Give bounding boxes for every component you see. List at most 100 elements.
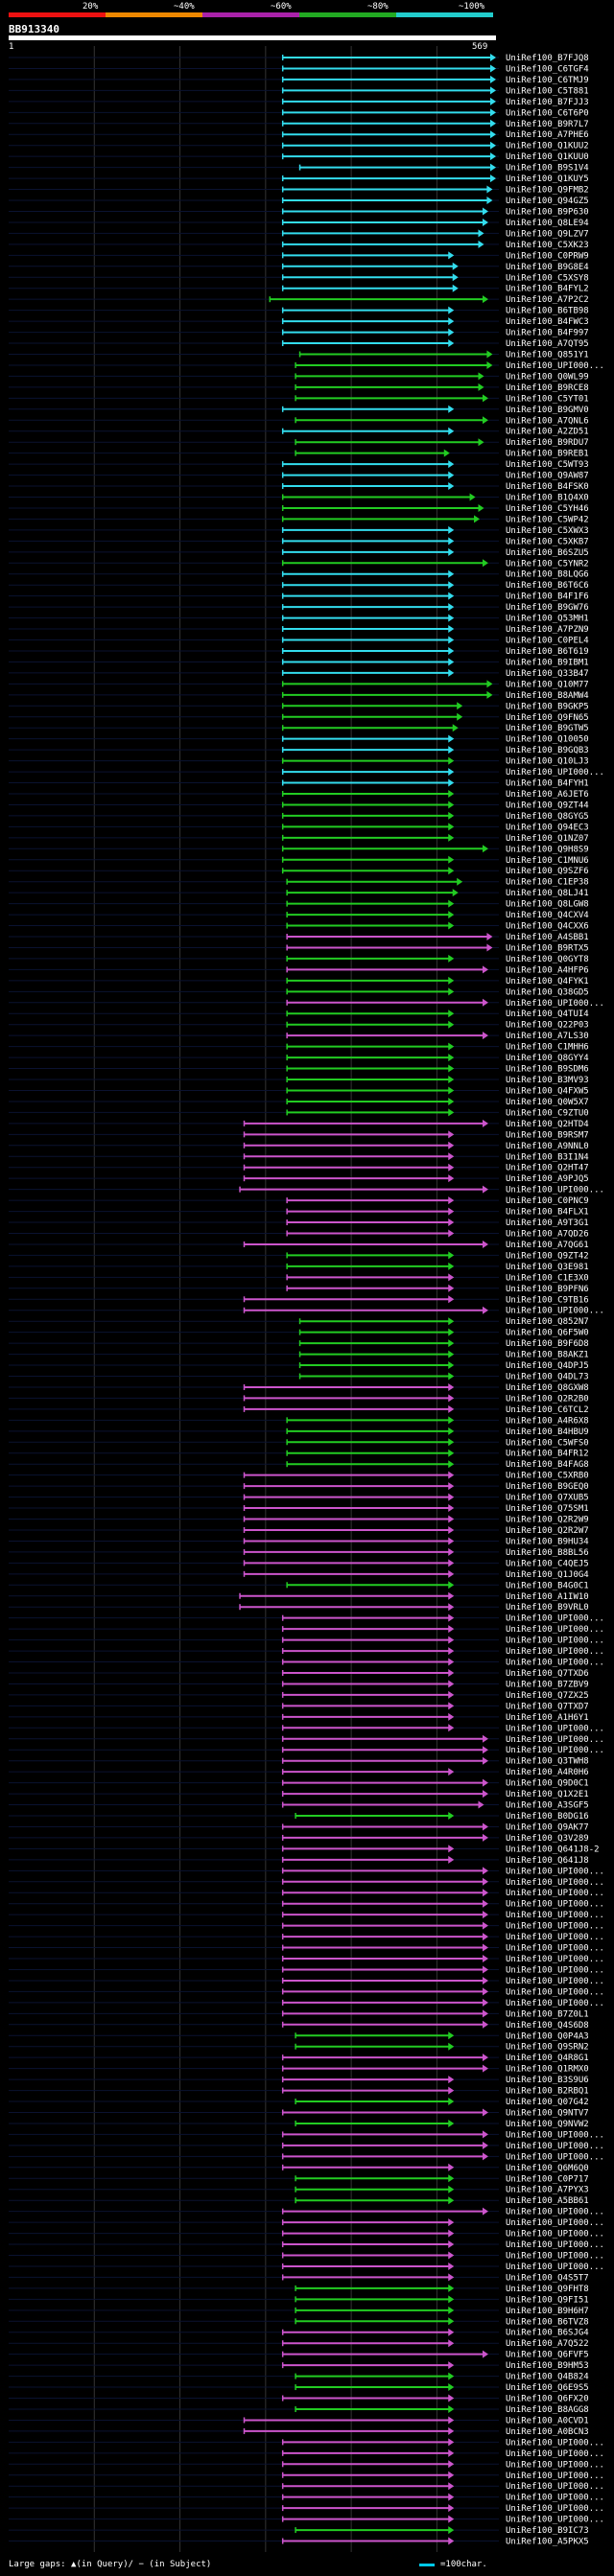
alignment-arrow [482,1822,488,1831]
alignment-arrow [448,2426,455,2435]
alignment-arrow [448,1273,455,1282]
alignment-arrow [448,987,455,996]
alignment-arrow [457,877,463,886]
hit-label: UniRef100_UPI000... [506,2142,604,2151]
query-start-label: 1 [9,42,14,52]
hit-label: UniRef100_Q9NTV7 [506,2108,589,2118]
alignment-arrow [448,668,455,677]
hit-label: UniRef100_Q7XUB5 [506,1494,589,1503]
alignment-arrow [482,2130,488,2139]
hit-label: UniRef100_C5WT93 [506,460,589,470]
alignment-arrow [490,108,496,117]
hit-label: UniRef100_Q3TWH8 [506,1757,589,1767]
legend-label-1: ~40% [174,2,195,12]
footer-legend: Large gaps: ▲(in Query)/ − (in Subject) [9,2560,212,2569]
alignment-arrow [448,427,455,435]
hit-label: UniRef100_UPI000... [506,2449,604,2459]
alignment-arrow [448,2086,455,2095]
alignment-arrow [448,1152,455,1161]
alignment-arrow [448,1251,455,1260]
alignment-arrow [486,350,493,359]
hit-label: UniRef100_Q33B47 [506,669,589,679]
hit-label: UniRef100_UPI000... [506,1999,604,2008]
alignment-arrow [482,1833,488,1842]
alignment-arrow [448,1855,455,1864]
alignment-arrow [448,2493,455,2501]
hit-label: UniRef100_B4FYL2 [506,285,589,294]
alignment-arrow [448,768,455,777]
alignment-arrow [478,240,484,248]
hit-label: UniRef100_Q4FYK1 [506,977,589,986]
hit-label: UniRef100_Q38GD5 [506,987,589,997]
alignment-arrow [448,1768,455,1776]
alignment-arrow [448,2306,455,2314]
hit-label: UniRef100_Q641J8-2 [506,1845,600,1854]
alignment-arrow [448,1845,455,1853]
alignment-arrow [448,1394,455,1403]
alignment-arrow [482,1734,488,1743]
alignment-arrow [448,625,455,634]
alignment-arrow [448,1416,455,1425]
hit-label: UniRef100_UPI000... [506,1944,604,1954]
alignment-arrow [482,998,488,1007]
alignment-arrow [448,1525,455,1534]
hit-label: UniRef100_Q10050 [506,735,589,745]
hit-label: UniRef100_UPI000... [506,1735,604,1745]
hit-label: UniRef100_B9R7L7 [506,120,589,129]
hit-label: UniRef100_Q6M6Q0 [506,2164,589,2173]
alignment-arrow [448,1625,455,1634]
hit-label: UniRef100_B3I1N4 [506,1152,589,1162]
alignment-arrow [482,1032,488,1040]
alignment-arrow [448,1493,455,1501]
hit-label: UniRef100_Q6FX20 [506,2395,589,2404]
alignment-arrow [478,503,484,512]
alignment-arrow [490,86,496,95]
hit-label: UniRef100_A9T3G1 [506,1218,589,1228]
hit-label: UniRef100_Q6F5W0 [506,1329,589,1338]
alignment-arrow [448,1658,455,1666]
hit-label: UniRef100_A7QG61 [506,1241,589,1250]
alignment-arrow [448,1064,455,1073]
alignment-arrow [448,1097,455,1105]
alignment-arrow [448,1427,455,1435]
hit-label: UniRef100_B9IC73 [506,2526,589,2536]
alignment-arrow [490,64,496,73]
alignment-arrow [478,383,484,391]
hit-label: UniRef100_B9GEQ0 [506,1482,589,1492]
hit-label: UniRef100_Q4DPJ5 [506,1361,589,1371]
hit-label: UniRef100_Q22P03 [506,1021,589,1031]
alignment-arrow [448,1559,455,1567]
alignment-arrow [482,2207,488,2216]
alignment-arrow [448,811,455,820]
hit-label: UniRef100_UPI000... [506,1186,604,1195]
hit-label: UniRef100_B9GTW5 [506,724,589,733]
alignment-arrow [448,1328,455,1336]
hit-label: UniRef100_A0CVD1 [506,2416,589,2425]
hit-label: UniRef100_B4FR12 [506,1450,589,1459]
alignment-arrow [448,756,455,765]
alignment-arrow [448,2229,455,2238]
hit-label: UniRef100_B9GQB3 [506,746,589,755]
alignment-arrow [490,54,496,61]
legend-bar-1 [106,12,202,17]
hit-label: UniRef100_A9NNL0 [506,1142,589,1151]
alignment-arrow [448,823,455,831]
hit-label: UniRef100_Q4CXX6 [506,922,589,932]
legend-bar-0 [9,12,106,17]
alignment-arrow [448,581,455,590]
hit-label: UniRef100_C0PEL4 [506,637,589,646]
alignment-arrow [448,636,455,644]
alignment-arrow [482,2141,488,2149]
alignment-arrow [448,911,455,919]
hit-label: UniRef100_UPI000... [506,2472,604,2481]
legend-label-2: ~60% [271,2,292,12]
hit-label: UniRef100_Q4S5T7 [506,2273,589,2283]
alignment-arrow [448,1076,455,1084]
hit-label: UniRef100_C6TCL2 [506,1405,589,1415]
alignment-arrow [448,1108,455,1117]
alignment-arrow [478,1800,484,1809]
legend-bar-4 [396,12,493,17]
alignment-arrow [448,1712,455,1721]
hit-label: UniRef100_Q94GZ5 [506,197,589,206]
scale-label: =100char. [440,2560,487,2569]
